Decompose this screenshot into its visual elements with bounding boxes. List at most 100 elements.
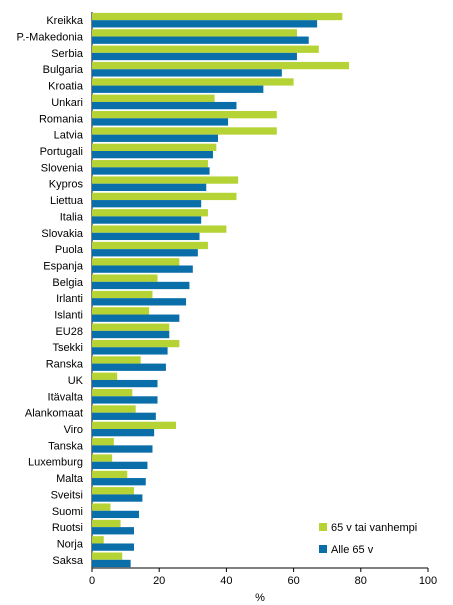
bar-series-1-8	[92, 151, 213, 159]
category-label: Norja	[57, 538, 84, 550]
bar-series-1-18	[92, 314, 180, 322]
bar-series-0-13	[92, 225, 227, 233]
bar-series-1-20	[92, 347, 168, 355]
category-label: Slovenia	[41, 162, 84, 174]
category-label: Viro	[64, 424, 83, 436]
category-label: EU28	[55, 326, 83, 338]
bar-series-0-28	[92, 470, 128, 479]
bar-series-0-23	[92, 388, 133, 397]
bar-series-1-27	[92, 461, 148, 470]
bar-series-1-31	[92, 527, 134, 535]
category-label: Serbia	[51, 48, 84, 60]
bar-series-1-23	[92, 396, 158, 404]
bar-series-0-14	[92, 241, 208, 250]
bar-series-1-9	[92, 167, 210, 175]
bar-series-1-10	[92, 183, 207, 192]
bar-series-0-32	[92, 536, 104, 544]
bar-series-0-4	[92, 78, 294, 86]
category-label: Irlanti	[56, 293, 83, 305]
bar-series-1-24	[92, 412, 156, 420]
x-tick-label: 100	[419, 575, 437, 587]
x-tick-labels: 0 20 40 60 80 100	[89, 568, 437, 587]
category-label: P.-Makedonia	[17, 32, 84, 44]
category-label: Ruotsi	[52, 522, 83, 534]
legend-swatch-series-1	[319, 545, 327, 553]
bar-series-1-33	[92, 559, 131, 568]
category-label: Malta	[56, 473, 84, 485]
bar-series-0-0	[92, 12, 343, 21]
bar-series-0-29	[92, 487, 134, 495]
bar-series-1-32	[92, 543, 134, 551]
category-label: Liettua	[50, 195, 84, 207]
category-label: Bulgaria	[43, 64, 84, 76]
bar-series-0-20	[92, 339, 180, 348]
bar-series-0-21	[92, 356, 141, 364]
bar-series-0-22	[92, 372, 118, 380]
category-label: Kroatia	[48, 81, 84, 93]
legend-label-series-0: 65 v tai vanhempi	[331, 522, 417, 534]
category-label: Latvia	[54, 130, 84, 142]
category-label: Italia	[60, 211, 84, 223]
bar-series-1-29	[92, 494, 143, 502]
bar-series-1-15	[92, 265, 193, 273]
legend-swatch-series-0	[319, 523, 327, 531]
x-tick-label: 60	[287, 575, 299, 587]
bar-series-1-16	[92, 281, 190, 290]
category-labels: Kreikka P.-Makedonia Serbia Bulgaria Kroatia…	[17, 15, 84, 567]
bar-series-0-5	[92, 94, 215, 102]
bar-series-0-12	[92, 209, 208, 217]
bar-series-1-0	[92, 20, 318, 28]
bar-series-1-26	[92, 445, 153, 453]
category-label: Islanti	[54, 310, 83, 322]
bar-series-1-4	[92, 85, 264, 93]
bar-series-1-1	[92, 36, 309, 44]
category-label: Puola	[55, 244, 84, 256]
category-label: Sveitsi	[51, 489, 83, 501]
bar-series-0-1	[92, 29, 297, 37]
category-label: UK	[68, 375, 84, 387]
x-tick-label: 40	[220, 575, 232, 587]
category-label: Tsekki	[52, 342, 83, 354]
bar-series-0-7	[92, 127, 277, 135]
category-label: Belgia	[52, 277, 83, 289]
bar-series-0-10	[92, 176, 239, 184]
category-label: Unkari	[51, 97, 83, 109]
legend-label-series-1: Alle 65 v	[331, 544, 374, 556]
category-label: Romania	[39, 113, 84, 125]
bar-series-0-11	[92, 192, 237, 201]
category-label: Alankomaat	[25, 408, 83, 420]
bar-series-0-33	[92, 552, 123, 560]
bar-series-0-2	[92, 45, 319, 53]
legend: 65 v tai vanhempi Alle 65 v	[319, 522, 417, 556]
category-label: Luxemburg	[28, 457, 83, 469]
bar-series-0-24	[92, 405, 136, 413]
bar-series-1-12	[92, 216, 202, 224]
bar-series-1-28	[92, 478, 146, 486]
plot-area: Kreikka P.-Makedonia Serbia Bulgaria Kroatia…	[17, 12, 437, 587]
category-label: Kypros	[49, 179, 84, 191]
bar-series-1-14	[92, 249, 198, 257]
bar-series-0-19	[92, 323, 170, 331]
category-label: Saksa	[52, 555, 83, 567]
bar-series-0-17	[92, 290, 153, 299]
bars-group	[92, 12, 350, 568]
bar-series-0-18	[92, 307, 150, 315]
bar-series-0-6	[92, 110, 277, 119]
bar-series-1-22	[92, 379, 158, 388]
bar-series-1-25	[92, 429, 155, 437]
bar-series-0-8	[92, 143, 217, 151]
category-label: Itävalta	[48, 391, 84, 403]
bar-series-1-2	[92, 52, 297, 61]
bar-series-0-15	[92, 258, 180, 266]
bar-series-1-3	[92, 69, 282, 77]
bar-series-1-30	[92, 510, 140, 519]
bar-series-0-25	[92, 421, 176, 429]
bar-series-0-30	[92, 503, 111, 511]
bar-series-0-27	[92, 454, 113, 462]
bar-series-1-5	[92, 101, 237, 110]
x-tick-label: 80	[355, 575, 367, 587]
category-label: Suomi	[52, 506, 83, 518]
x-axis-title: %	[255, 592, 265, 604]
bar-series-0-9	[92, 160, 208, 168]
